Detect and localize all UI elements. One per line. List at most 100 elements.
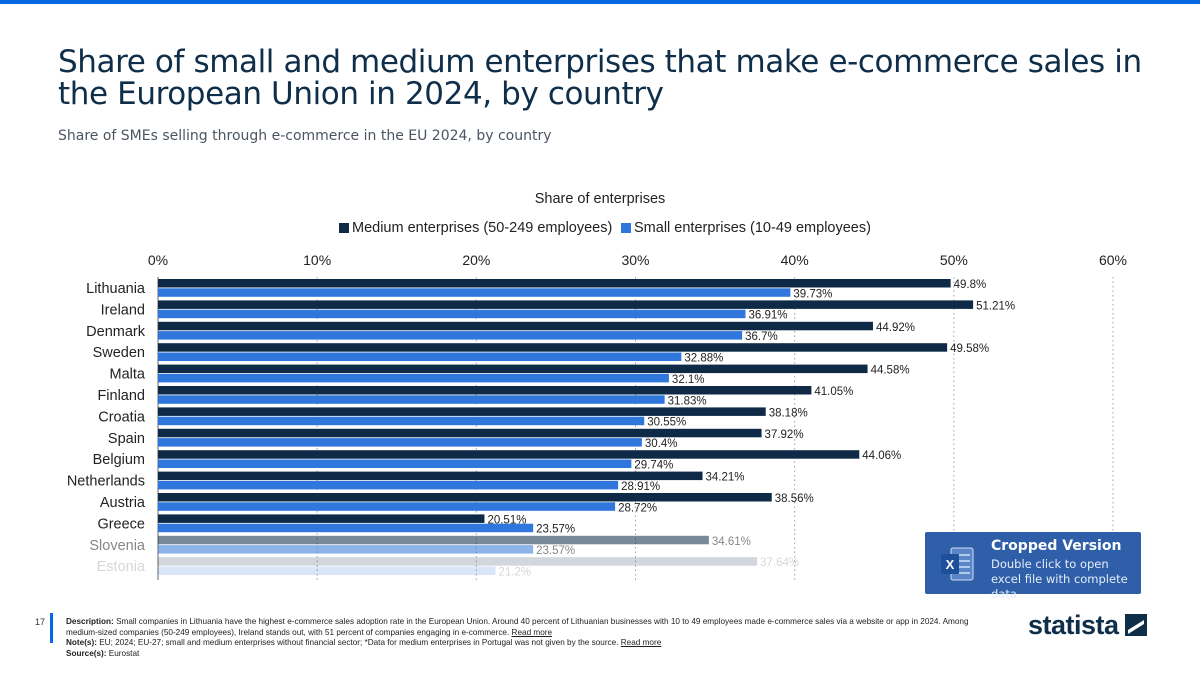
- category-row: Croatia 38.18% 30.55%: [98, 407, 808, 429]
- category-row: Austria 38.56% 28.72%: [100, 493, 814, 514]
- category-label: Croatia: [98, 409, 146, 425]
- data-label-medium: 44.92%: [876, 322, 915, 334]
- bar-medium: [158, 386, 812, 395]
- data-label-small: 30.55%: [647, 417, 686, 429]
- data-label-small: 31.83%: [668, 395, 707, 407]
- bar-medium: [158, 321, 873, 331]
- data-label-small: 36.7%: [745, 331, 778, 343]
- data-label-small: 21.2%: [498, 567, 531, 579]
- category-label: Lithuania: [86, 281, 146, 297]
- footer-note: Note(s): EU; 2024; EU-27; small and medi…: [66, 638, 986, 649]
- bar-medium: [158, 428, 762, 438]
- footer-source: Source(s): Eurostat: [66, 649, 986, 660]
- bar-medium: [158, 300, 974, 309]
- bar-medium: [158, 279, 951, 288]
- category-row: Estonia 37.64% 21.2%: [97, 557, 799, 579]
- data-label-small: 23.57%: [536, 545, 575, 557]
- legend-swatch-small: [621, 223, 631, 233]
- data-label-medium: 37.64%: [760, 557, 799, 569]
- excel-download-panel[interactable]: X Cropped Version Double click to open e…: [925, 532, 1141, 601]
- bar-small: [158, 395, 665, 404]
- data-label-small: 28.72%: [618, 502, 657, 514]
- bar-medium: [158, 364, 868, 374]
- bar-small: [158, 352, 682, 361]
- bar-medium: [158, 514, 485, 523]
- category-row: Finland 41.05% 31.83%: [97, 386, 853, 407]
- bar-small: [158, 502, 616, 511]
- excel-panel-title: Cropped Version: [991, 538, 1122, 554]
- bar-medium: [158, 471, 703, 481]
- category-row: Ireland 51.21% 36.91%: [101, 300, 1015, 322]
- data-label-medium: 41.05%: [814, 386, 853, 398]
- x-tick-label: 50%: [940, 252, 968, 268]
- bar-medium: [158, 343, 948, 352]
- excel-panel-text: Double click to open excel file with com…: [991, 557, 1128, 601]
- category-label: Spain: [108, 431, 145, 447]
- category-row: Netherlands 34.21% 28.91%: [67, 471, 745, 493]
- category-label: Slovenia: [89, 538, 146, 554]
- description-text: Small companies in Lithuania have the hi…: [66, 617, 969, 637]
- footer-notes: Description: Small companies in Lithuani…: [66, 617, 986, 659]
- note-label: Note(s):: [66, 638, 97, 647]
- data-label-medium: 44.06%: [862, 450, 901, 462]
- x-tick-label: 10%: [303, 252, 331, 268]
- category-label: Netherlands: [67, 474, 145, 490]
- bar-small: [158, 373, 669, 383]
- x-tick-label: 60%: [1099, 252, 1127, 268]
- x-tick-label: 30%: [621, 252, 649, 268]
- category-row: Sweden 49.58% 32.88%: [93, 343, 989, 365]
- statista-logo[interactable]: statista: [1028, 610, 1147, 641]
- x-tick-label: 40%: [781, 252, 809, 268]
- top-accent-bar: [0, 0, 1200, 4]
- source-label: Source(s):: [66, 648, 107, 658]
- category-label: Finland: [97, 388, 145, 404]
- data-label-medium: 37.92%: [765, 429, 804, 441]
- bar-medium: [158, 450, 860, 459]
- x-tick-label: 20%: [462, 252, 490, 268]
- bar-small: [158, 309, 746, 319]
- data-label-small: 32.1%: [672, 374, 705, 386]
- excel-icon: X: [941, 547, 974, 581]
- data-label-medium: 44.58%: [871, 365, 910, 377]
- bar-medium: [158, 407, 766, 416]
- data-label-small: 30.4%: [645, 438, 678, 450]
- chart-title: Share of enterprises: [535, 191, 666, 207]
- data-label-small: 32.88%: [684, 353, 723, 365]
- bar-small: [158, 566, 496, 575]
- footer-divider: [50, 613, 53, 643]
- logo-text: statista: [1028, 610, 1119, 640]
- category-row: Greece 20.51% 23.57%: [97, 514, 575, 536]
- category-label: Belgium: [93, 452, 145, 468]
- legend-swatch-medium: [339, 223, 349, 233]
- bar-small: [158, 523, 534, 533]
- x-tick-label: 0%: [148, 252, 168, 268]
- category-label: Malta: [110, 367, 146, 383]
- bar-small: [158, 545, 534, 554]
- data-label-small: 29.74%: [634, 460, 673, 472]
- legend-label-medium: Medium enterprises (50-249 employees): [352, 220, 612, 236]
- category-row: Slovenia 34.61% 23.57%: [89, 535, 751, 557]
- data-label-medium: 49.58%: [950, 343, 989, 355]
- bar-small: [158, 480, 619, 490]
- category-row: Spain 37.92% 30.4%: [108, 428, 804, 450]
- category-label: Austria: [100, 495, 146, 511]
- category-row: Belgium 44.06% 29.74%: [93, 450, 901, 472]
- read-more-link-2[interactable]: Read more: [620, 638, 662, 647]
- category-label: Denmark: [86, 324, 146, 340]
- bar-small: [158, 438, 642, 447]
- bar-medium: [158, 557, 758, 566]
- bar-medium: [158, 535, 709, 545]
- source-text: Eurostat: [108, 648, 140, 658]
- read-more-link[interactable]: Read more: [511, 627, 553, 637]
- data-label-small: 36.91%: [748, 310, 787, 322]
- page-number: 17: [35, 617, 46, 627]
- statista-logo-icon: [1125, 614, 1147, 636]
- data-label-small: 39.73%: [793, 288, 832, 300]
- svg-text:X: X: [946, 557, 955, 572]
- data-label-medium: 38.56%: [775, 493, 814, 505]
- data-label-medium: 34.21%: [706, 472, 745, 484]
- category-label: Ireland: [101, 302, 145, 318]
- category-row: Lithuania 49.8% 39.73%: [86, 279, 986, 300]
- legend-label-small: Small enterprises (10-49 employees): [634, 220, 871, 236]
- page-title: Share of small and medium enterprises th…: [58, 44, 1142, 112]
